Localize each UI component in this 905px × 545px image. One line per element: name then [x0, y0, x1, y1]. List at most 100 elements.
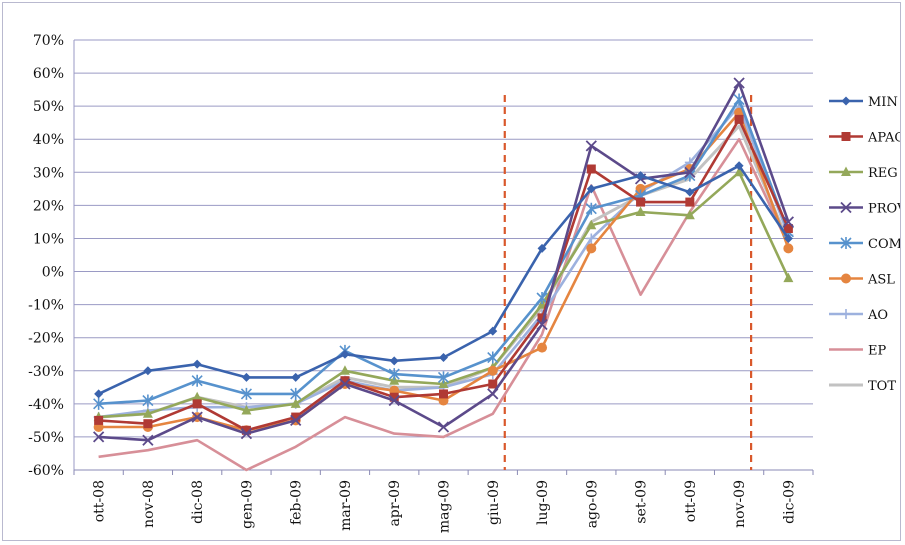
data-point-ao	[586, 233, 597, 244]
data-point-min	[143, 366, 153, 376]
legend-item-apac: APAC	[829, 131, 904, 146]
data-point-com	[142, 394, 154, 407]
data-point-reg	[192, 391, 203, 402]
data-point-apac	[734, 114, 744, 124]
data-point-apac	[241, 425, 251, 435]
x-tick-label: nov-09	[732, 480, 748, 528]
x-tick-label: gen-09	[239, 480, 255, 529]
y-tick-label: -60%	[28, 463, 64, 479]
data-point-reg	[684, 209, 695, 220]
legend-marker-prov	[840, 201, 852, 214]
y-tick-label: 70%	[33, 33, 64, 49]
x-tick-label: mar-09	[338, 480, 354, 531]
y-tick-label: 30%	[33, 165, 64, 181]
data-point-prov	[240, 427, 253, 440]
data-point-prov	[585, 140, 597, 152]
legend-marker-min	[841, 96, 851, 106]
data-point-min	[192, 359, 202, 369]
y-tick-label: -30%	[28, 364, 64, 380]
data-point-apac	[537, 313, 547, 323]
y-tick-label: 50%	[33, 99, 64, 115]
data-point-apac	[94, 415, 104, 425]
x-tick-label: lug-09	[535, 480, 551, 525]
data-point-com	[290, 387, 302, 400]
legend-item-com: COM	[829, 237, 902, 252]
legend-item-tot: TOT	[829, 379, 896, 394]
series-line-ep	[98, 137, 790, 472]
legend-item-prov: PROV	[829, 201, 905, 217]
data-point-prov	[339, 378, 351, 390]
data-point-apac	[685, 197, 695, 207]
data-point-min	[439, 353, 448, 363]
legend-label-tot: TOT	[868, 379, 896, 394]
data-point-prov	[437, 421, 450, 433]
data-point-com	[388, 368, 400, 381]
y-tick-label: 10%	[33, 231, 64, 247]
data-point-reg	[734, 166, 745, 177]
data-point-min	[734, 161, 744, 171]
legend-item-reg: REG	[829, 166, 898, 181]
data-point-asl	[586, 243, 597, 254]
line-chart: 70% 60% 50% 40% 30% 20% 10% 0% -10% -20% -30% -40% -…	[28, 33, 905, 533]
data-point-prov	[92, 431, 105, 443]
data-point-prov	[388, 394, 400, 407]
x-axis-ticks: ott-08 nov-08 dic-08 gen-09 feb-09 mar-09 apr-…	[73, 470, 814, 533]
data-point-asl	[487, 365, 498, 376]
data-point-prov	[487, 388, 499, 400]
data-point-min	[783, 233, 793, 243]
data-point-reg	[635, 206, 646, 216]
data-point-prov	[191, 411, 203, 423]
data-point-min	[389, 356, 399, 366]
legend-label-com: COM	[868, 237, 900, 252]
y-tick-label: -20%	[28, 331, 64, 347]
series-ep	[98, 137, 790, 472]
data-point-com	[536, 292, 548, 304]
data-point-min	[636, 171, 646, 181]
x-tick-label: dic-08	[190, 480, 206, 524]
series-min	[94, 161, 793, 399]
y-tick-label: 0%	[42, 265, 64, 281]
legend-marker-reg	[841, 166, 851, 176]
legend-label-reg: REG	[868, 166, 898, 181]
x-tick-label: apr-09	[387, 480, 403, 527]
data-point-reg	[586, 219, 597, 230]
data-point-min	[94, 389, 104, 399]
y-tick-label: -40%	[28, 397, 64, 413]
x-tick-label: dic-09	[781, 480, 797, 524]
data-point-asl	[783, 243, 794, 254]
data-point-min	[685, 187, 695, 197]
legend-item-min: MIN	[829, 95, 898, 110]
y-tick-label: 40%	[33, 132, 64, 148]
legend-marker-apac	[841, 132, 851, 141]
x-tick-label: giu-09	[486, 480, 502, 525]
x-tick-label: mag-09	[437, 480, 453, 533]
data-point-com	[191, 374, 203, 387]
data-point-prov	[782, 216, 795, 228]
x-tick-label: ott-09	[683, 480, 699, 522]
data-point-apac	[586, 164, 596, 174]
data-point-reg	[290, 398, 301, 408]
data-point-min	[291, 372, 301, 382]
data-point-reg	[339, 365, 350, 375]
data-point-com	[487, 351, 499, 364]
x-tick-label: nov-08	[141, 480, 157, 528]
data-point-apac	[783, 224, 793, 234]
legend-item-ep: EP	[829, 344, 886, 359]
legend-label-ep: EP	[868, 344, 886, 359]
x-tick-label: ott-08	[92, 480, 108, 522]
data-point-apac	[389, 392, 399, 402]
data-point-min	[241, 372, 251, 382]
series-apac	[94, 114, 793, 435]
data-point-prov	[290, 414, 302, 427]
data-point-reg	[783, 272, 794, 283]
data-point-apac	[340, 376, 350, 386]
legend: MIN APAC REG PROV COM ASL AO EP TOT	[829, 95, 905, 394]
data-point-com	[240, 387, 252, 400]
x-tick-label: ago-09	[584, 480, 600, 528]
data-point-reg	[142, 408, 153, 418]
data-point-apac	[488, 379, 498, 389]
x-tick-label: feb-09	[289, 480, 305, 525]
y-tick-label: 20%	[33, 198, 64, 214]
data-point-com	[93, 397, 105, 410]
